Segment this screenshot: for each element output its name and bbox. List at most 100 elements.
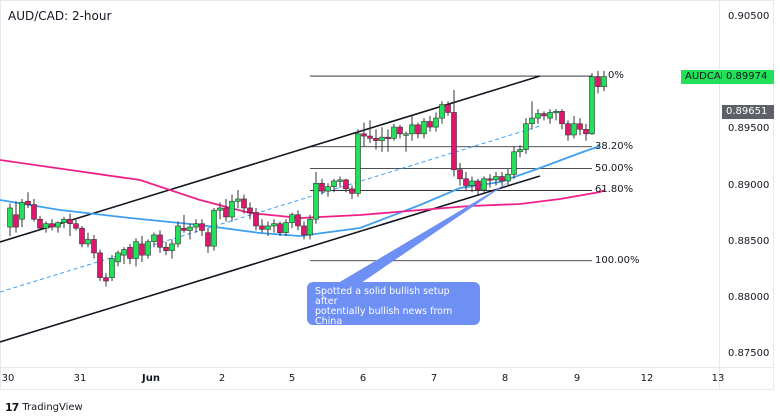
bullish-candle xyxy=(421,121,427,135)
time-tick-label: Jun xyxy=(142,373,160,384)
bullish-candle xyxy=(313,182,319,220)
price-axis-divider xyxy=(719,0,720,390)
bullish-candle xyxy=(553,111,559,114)
moving-averages xyxy=(0,145,606,237)
bullish-candle xyxy=(19,202,25,220)
bullish-candle xyxy=(571,123,577,136)
bullish-candle xyxy=(547,112,553,119)
bullish-candle xyxy=(217,207,223,211)
tradingview-name: TradingView xyxy=(22,402,83,413)
bullish-candle xyxy=(289,214,295,223)
channel-midline[interactable] xyxy=(0,125,541,293)
bearish-candle xyxy=(415,124,421,135)
callout-line: potentially bullish news from China xyxy=(315,306,453,327)
bullish-candle xyxy=(391,126,397,139)
tradingview-logo[interactable]: 17 TradingView xyxy=(5,401,83,414)
bearish-candle xyxy=(559,111,565,125)
bearish-candle xyxy=(565,123,571,136)
bearish-candle xyxy=(157,234,163,248)
current-price-tag: 0.89974 xyxy=(722,70,774,84)
bearish-candle xyxy=(295,214,301,227)
bullish-candle xyxy=(433,117,439,128)
bullish-candle xyxy=(307,218,313,236)
bullish-candle xyxy=(109,258,115,278)
time-tick-label: 30 xyxy=(1,373,15,384)
time-tick-label: 9 xyxy=(573,373,581,384)
bullish-candle xyxy=(589,76,595,135)
bearish-candle xyxy=(103,277,109,282)
bearish-candle xyxy=(241,198,247,209)
bullish-candle xyxy=(403,133,409,136)
bearish-candle xyxy=(139,243,145,256)
bearish-candle xyxy=(73,223,79,229)
channel-upper-trendline[interactable] xyxy=(0,75,541,243)
bullish-candle xyxy=(331,180,337,187)
candlesticks xyxy=(7,70,607,287)
bearish-candle xyxy=(487,178,493,181)
bullish-candle xyxy=(193,223,199,228)
bearish-candle xyxy=(247,207,253,213)
channel-lower-trendline[interactable] xyxy=(0,175,541,343)
time-tick-label: 7 xyxy=(430,373,438,384)
bullish-candle xyxy=(151,234,157,242)
bullish-candle xyxy=(469,180,475,186)
tradingview-logo-icon: 17 xyxy=(5,401,19,414)
bullish-candle xyxy=(481,178,487,191)
bullish-candle xyxy=(505,173,511,182)
chart-frame xyxy=(0,0,774,390)
time-tick-label: 12 xyxy=(640,373,654,384)
fib-level-label: 50.00% xyxy=(595,162,634,174)
bearish-candle xyxy=(37,218,43,229)
bearish-candle xyxy=(541,113,547,117)
bearish-candle xyxy=(319,182,325,192)
price-tick-label: 0.88500 xyxy=(728,235,770,247)
bullish-candle xyxy=(43,223,49,229)
bullish-candle xyxy=(175,225,181,245)
bearish-candle xyxy=(463,178,469,186)
bearish-candle xyxy=(397,126,403,135)
fib-level-label: 0% xyxy=(608,70,624,82)
bullish-candle xyxy=(517,149,523,153)
bearish-candle xyxy=(13,214,19,228)
bearish-candle xyxy=(25,200,31,205)
bullish-candle xyxy=(337,179,343,182)
bullish-candle xyxy=(115,252,121,263)
bullish-candle xyxy=(523,123,529,150)
bullish-candle xyxy=(235,198,241,202)
bullish-candle xyxy=(55,222,61,228)
time-tick-label: 6 xyxy=(359,373,367,384)
bullish-candle xyxy=(325,186,331,192)
analysis-callout[interactable]: Spotted a solid bullish setup after pote… xyxy=(307,282,480,337)
price-tick-label: 0.89500 xyxy=(728,123,770,135)
price-tick-label: 0.89000 xyxy=(728,179,770,191)
ma-fast-line xyxy=(0,145,601,237)
bearish-candle xyxy=(349,188,355,194)
bullish-candle xyxy=(283,222,289,233)
bullish-candle xyxy=(169,243,175,251)
bullish-candle xyxy=(7,207,13,228)
bearish-candle xyxy=(91,239,97,254)
bullish-candle xyxy=(265,225,271,230)
bearish-candle xyxy=(205,232,211,247)
callout-line: Spotted a solid bullish setup after xyxy=(315,286,450,307)
bullish-candle xyxy=(493,176,499,181)
bearish-candle xyxy=(163,246,169,251)
bullish-candle xyxy=(211,209,217,247)
bearish-candle xyxy=(499,176,505,182)
bearish-candle xyxy=(577,123,583,130)
bullish-candle xyxy=(355,133,361,194)
fib-level-label: 61.80% xyxy=(595,184,634,196)
bullish-candle xyxy=(187,226,193,231)
callout-pointer xyxy=(316,180,512,296)
chart-title: AUD/CAD: 2-hour xyxy=(8,9,112,23)
bearish-candle xyxy=(451,112,457,171)
bearish-candle xyxy=(385,136,391,139)
bullish-candle xyxy=(85,239,91,245)
bullish-candle xyxy=(379,136,385,141)
bearish-candle xyxy=(277,223,283,233)
bearish-candle xyxy=(373,138,379,141)
bearish-candle xyxy=(475,180,481,191)
bearish-candle xyxy=(199,223,205,231)
bearish-candle xyxy=(343,179,349,190)
